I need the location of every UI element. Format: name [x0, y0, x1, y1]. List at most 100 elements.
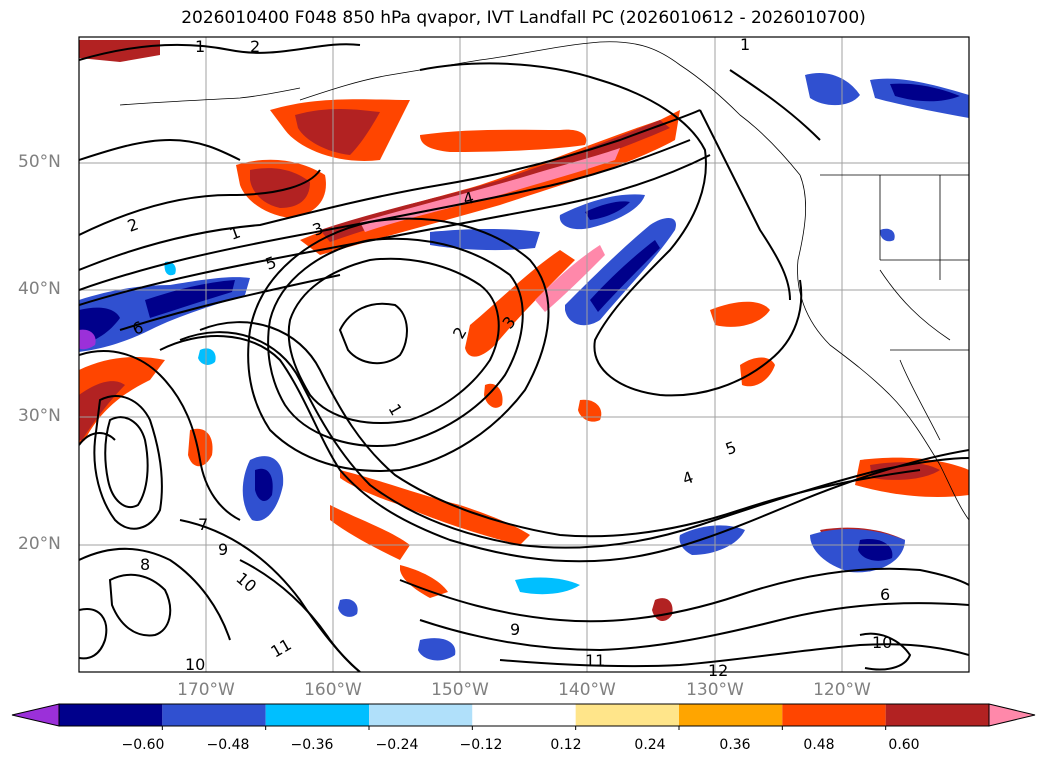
pc-region-negative [679, 525, 745, 555]
contour-label: 9 [218, 540, 228, 559]
contour-line [199, 321, 921, 538]
pc-region-negative [805, 72, 860, 106]
contour-label: 6 [880, 585, 890, 604]
pc-region-positive [79, 357, 165, 445]
coastline-aleutians [119, 87, 301, 106]
colorbar-tick-label: 0.24 [634, 737, 666, 753]
contour-line [108, 573, 172, 637]
contour-line [79, 432, 116, 446]
contour-line [729, 69, 821, 141]
graticule [79, 37, 969, 672]
contour-line [247, 217, 550, 472]
contour-line [239, 559, 361, 672]
contour-line [399, 567, 969, 623]
pc-region-positive [710, 301, 770, 327]
colorbar-tick-label: 0.60 [888, 737, 920, 753]
colorbar-segment [575, 704, 679, 726]
contour-line [79, 109, 701, 271]
colorbar-segment [265, 704, 369, 726]
contour-line [287, 257, 500, 424]
contour-label: 11 [585, 651, 605, 670]
lon-label-130w: 130°W [686, 680, 744, 700]
pc-region-positive [484, 383, 503, 408]
pc-region-negative [418, 638, 456, 661]
contour-line [104, 416, 149, 508]
colorbar-segment [679, 704, 783, 726]
pc-region-positive [420, 129, 587, 152]
contour-line [179, 331, 969, 549]
pc-region-negative [585, 201, 630, 220]
pc-region-negative [879, 228, 895, 242]
pc-region-positive [740, 357, 775, 387]
pc-region-positive [295, 108, 380, 155]
pc-region-negative [255, 468, 273, 502]
pc-region-negative [590, 240, 660, 312]
colorbar-tick-label: −0.48 [206, 737, 250, 753]
contour-line [93, 395, 163, 530]
colorbar-extend-max [988, 703, 1036, 727]
map-frame [78, 36, 970, 673]
pc-region-positive [578, 399, 602, 422]
pc-region-negative [858, 539, 893, 561]
contour-label: 10 [185, 655, 205, 674]
contour-line [859, 632, 912, 671]
colorbar-segment [782, 704, 886, 726]
pc-region-positive [465, 250, 575, 357]
coastline-west-coast [797, 174, 969, 521]
contour-line [79, 154, 711, 306]
contour-line [699, 109, 791, 301]
contour-label: 1 [740, 35, 750, 54]
contour-line [79, 547, 231, 641]
pc-region-negative [810, 528, 905, 573]
contour-line [119, 274, 341, 331]
colorbar-segment [162, 704, 266, 726]
contour-line [79, 43, 361, 61]
contour-label: 2 [250, 37, 260, 56]
pc-region-positive [340, 470, 530, 545]
lat-label-30n: 30°N [18, 406, 61, 426]
lon-label-150w: 150°W [431, 680, 489, 700]
contour-label: 9 [510, 620, 520, 639]
pc-region-positive [330, 505, 410, 560]
colorbar-extend-min [11, 703, 60, 727]
colorbar-frame [58, 703, 990, 727]
contour-label: 1 [195, 37, 205, 56]
pc-region-negative [79, 329, 96, 350]
coastline-alaska [299, 41, 801, 176]
contour-line [79, 169, 321, 236]
colorbar-segment [885, 704, 989, 726]
contour-line [499, 643, 969, 668]
colorbar-segment [59, 704, 163, 726]
contour-line [419, 602, 969, 652]
figure-title: 2026010400 F048 850 hPa qvapor, IVT Land… [181, 8, 866, 28]
contour-label: 4 [461, 188, 476, 209]
contour-line [79, 139, 691, 291]
colorbar-tick-label: 0.48 [803, 737, 835, 753]
colorbar-segment [369, 704, 473, 726]
pc-region-negative [515, 577, 580, 595]
colorbar-tick-label: −0.36 [290, 737, 334, 753]
pc-region-negative [164, 261, 176, 276]
colorbar-tick-label: 0.36 [719, 737, 751, 753]
colorbar-segment [472, 704, 576, 726]
contour-line [159, 335, 969, 563]
contour-line [79, 608, 108, 660]
contour-label: 10 [872, 633, 892, 652]
lat-label-50n: 50°N [18, 152, 61, 172]
pc-region-negative [890, 83, 960, 102]
pc-region-negative [338, 598, 358, 617]
pc-region-negative [198, 348, 216, 365]
lat-label-40n: 40°N [18, 279, 61, 299]
contour-line [79, 138, 241, 161]
contour-line [338, 302, 408, 365]
lat-label-20n: 20°N [18, 534, 61, 554]
lon-label-140w: 140°W [558, 680, 616, 700]
contour-line [267, 237, 524, 447]
colorbar-tick-label: −0.24 [375, 737, 419, 753]
colorbar-tick-label: −0.60 [121, 737, 165, 753]
contour-label: 12 [708, 661, 728, 680]
lon-label-160w: 160°W [304, 680, 362, 700]
contour-label: 8 [140, 555, 150, 574]
contour-line [419, 62, 803, 397]
